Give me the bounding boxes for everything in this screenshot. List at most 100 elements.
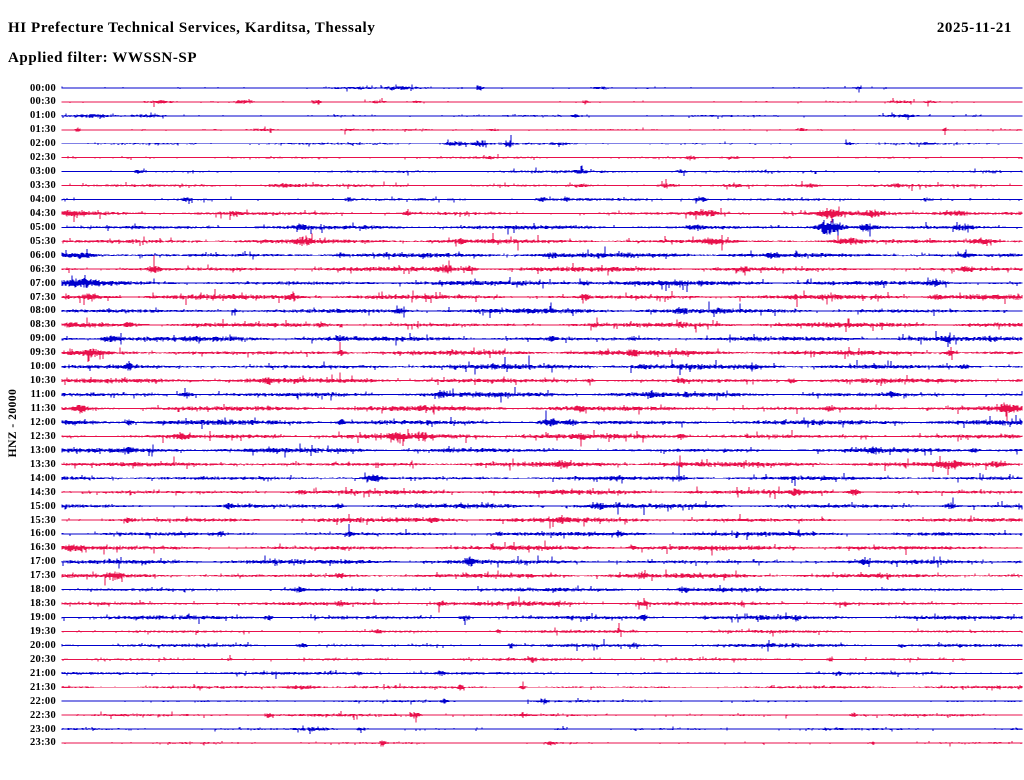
trace-row (61, 725, 1023, 734)
date-label: 2025-11-21 (936, 20, 1012, 36)
trace-row (61, 711, 1023, 723)
time-label: 10:00 (30, 361, 56, 373)
trace-row (61, 410, 1023, 429)
time-label: 21:30 (30, 681, 56, 693)
trace-row (61, 246, 1023, 260)
trace-row (61, 255, 1023, 276)
trace-row (61, 386, 1023, 403)
time-label: 06:00 (30, 249, 56, 261)
trace-row (61, 218, 1023, 242)
trace-row (61, 165, 1023, 176)
time-label: 12:00 (30, 416, 56, 428)
time-label: 11:30 (30, 403, 56, 415)
time-label: 16:00 (30, 528, 56, 540)
trace-row (61, 584, 1023, 594)
trace-row (61, 622, 1023, 637)
time-label: 20:00 (30, 639, 56, 651)
time-label: 19:00 (30, 612, 56, 624)
trace-row (61, 372, 1023, 386)
time-label: 19:30 (30, 626, 56, 637)
trace-row (61, 612, 1023, 626)
time-label: 00:30 (30, 96, 56, 108)
time-label: 09:30 (30, 347, 56, 359)
time-label: 09:00 (30, 333, 56, 345)
time-label: 15:00 (30, 500, 56, 512)
time-label: 08:30 (30, 319, 56, 331)
trace-row (61, 301, 1023, 319)
time-label: 17:30 (30, 570, 56, 582)
trace-row (61, 740, 1023, 747)
trace-row (61, 126, 1023, 136)
trace-row (61, 317, 1023, 333)
time-label: 14:00 (30, 472, 56, 484)
time-label: 01:30 (30, 124, 56, 136)
time-label: 18:00 (30, 584, 56, 596)
time-axis-labels: 00:00 00:30 01:00 01:30 02:00 02:30 03:00 03:30… (0, 0, 56, 780)
time-label: 00:00 (30, 82, 56, 94)
trace-row (61, 135, 1023, 148)
time-label: 03:30 (30, 180, 56, 192)
time-label: 22:00 (30, 695, 56, 707)
trace-row (61, 540, 1023, 556)
time-label: 02:00 (30, 138, 56, 150)
time-label: 20:30 (30, 653, 56, 665)
time-label: 04:00 (30, 193, 56, 205)
time-label: 18:30 (30, 598, 56, 610)
trace-row (61, 355, 1023, 375)
time-label: 08:00 (30, 305, 56, 317)
time-label: 07:00 (30, 277, 56, 289)
time-label: 21:00 (30, 667, 56, 679)
trace-row (61, 153, 1023, 161)
trace-row (61, 274, 1023, 293)
trace-row (61, 443, 1023, 458)
time-label: 15:30 (30, 514, 56, 526)
trace-row (61, 341, 1023, 363)
trace-row (61, 455, 1023, 475)
trace-row (61, 497, 1023, 515)
trace-row (61, 289, 1023, 307)
time-label: 22:30 (30, 709, 56, 721)
trace-row (61, 465, 1023, 487)
trace-row (61, 179, 1023, 191)
trace-row (61, 569, 1023, 586)
time-label: 10:30 (30, 375, 56, 387)
trace-row (61, 429, 1023, 447)
time-label: 14:30 (30, 486, 56, 498)
trace-row (61, 330, 1023, 347)
time-label: 12:30 (30, 430, 56, 442)
trace-row (61, 596, 1023, 613)
trace-row (61, 196, 1023, 205)
trace-row (61, 206, 1023, 223)
time-label: 16:30 (30, 542, 56, 554)
trace-row (61, 555, 1023, 569)
time-label: 03:00 (30, 166, 56, 178)
trace-row (61, 112, 1023, 120)
trace-row (61, 84, 1023, 93)
time-label: 07:30 (30, 291, 56, 303)
time-label: 01:00 (30, 110, 56, 122)
trace-row (61, 402, 1023, 421)
time-label: 05:30 (30, 235, 56, 247)
trace-row (61, 655, 1023, 663)
time-label: 06:30 (30, 263, 56, 275)
trace-row (61, 98, 1023, 107)
time-label: 02:30 (30, 152, 56, 164)
trace-row (61, 233, 1023, 251)
time-label: 17:00 (30, 556, 56, 568)
trace-row (61, 486, 1023, 499)
time-label: 11:00 (30, 389, 56, 401)
trace-row (61, 698, 1023, 705)
trace-row (61, 513, 1023, 529)
applied-filter-label: Applied filter: WWSSN-SP (8, 50, 198, 66)
page-title: HI Prefecture Technical Services, Kardit… (8, 20, 376, 36)
time-label: 05:00 (30, 221, 56, 233)
trace-row (61, 681, 1023, 691)
time-label: 23:30 (30, 737, 56, 749)
time-label: 04:30 (30, 207, 56, 219)
time-label: 13:30 (30, 458, 56, 470)
trace-row (61, 669, 1023, 679)
time-label: 23:00 (30, 723, 56, 735)
trace-row (61, 523, 1023, 540)
time-label: 13:00 (30, 444, 56, 456)
